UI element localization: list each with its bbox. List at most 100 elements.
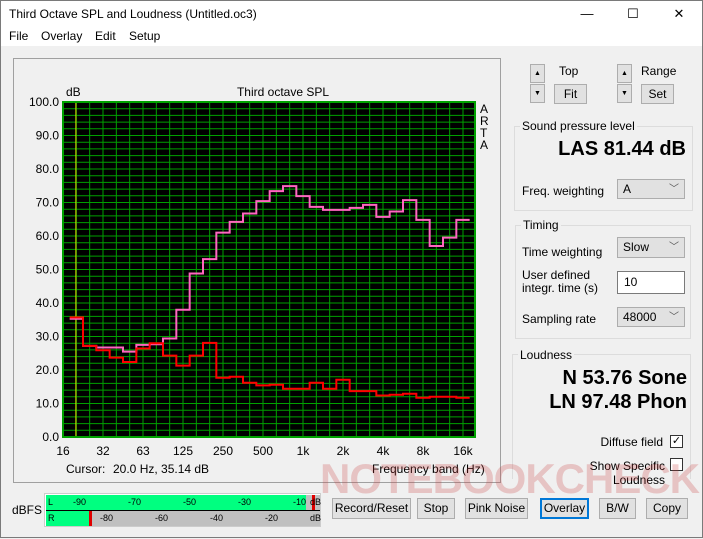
dbfs-label: dBFS [12, 503, 43, 517]
y-tick-label: 20.0 [36, 363, 60, 377]
meter-divider [46, 510, 320, 511]
copy-button[interactable]: Copy [646, 498, 688, 519]
x-tick-label: 1k [297, 444, 311, 458]
time-weighting-value: Slow [623, 240, 650, 254]
series-line-0 [69, 185, 470, 353]
diffuse-field-checkbox[interactable]: ✓ [670, 435, 683, 448]
x-tick-label: 4k [377, 444, 391, 458]
pink-noise-button[interactable]: Pink Noise [465, 498, 528, 519]
cursor-label: Cursor: [66, 462, 106, 476]
close-button[interactable]: ✕ [673, 6, 685, 21]
y-tick-label: 10.0 [36, 397, 60, 411]
meter-unit: dB [310, 513, 322, 523]
loudness-n-value: N 53.76 Sone [562, 367, 687, 389]
range-down-spinner[interactable]: ▼ [617, 84, 632, 103]
y-tick-label: 90.0 [36, 129, 60, 143]
title-bar: Third Octave SPL and Loudness (Untitled.… [1, 1, 702, 26]
sampling-rate-label: Sampling rate [522, 312, 597, 326]
menu-file[interactable]: File [9, 29, 29, 43]
meter-left-channel: L dB -90 -70 -50 -30 -10 [46, 495, 322, 510]
y-tick-label: 70.0 [36, 196, 60, 210]
menu-edit[interactable]: Edit [95, 29, 116, 43]
time-weighting-select[interactable]: Slow ﹀ [617, 237, 685, 258]
time-weighting-label: Time weighting [522, 245, 603, 259]
x-tick-label: 8k [417, 444, 431, 458]
menu-setup[interactable]: Setup [129, 29, 161, 43]
freq-weighting-select[interactable]: A ﹀ [617, 179, 685, 199]
x-tick-label: 16k [453, 444, 473, 458]
show-specific-loudness-checkbox[interactable] [670, 458, 683, 471]
meter-tick: -80 [100, 513, 114, 523]
timing-group [515, 225, 691, 339]
menu-overlay[interactable]: Overlay [41, 29, 83, 43]
loudness-group [512, 354, 691, 479]
y-tick-label: 40.0 [36, 296, 60, 310]
meter-tick: -60 [155, 513, 169, 523]
x-tick-label: 63 [136, 444, 150, 458]
meter-tick: -40 [210, 513, 224, 523]
chart-title: Third octave SPL [236, 85, 330, 99]
meter-tick: -50 [183, 497, 197, 507]
y-tick-label: 80.0 [36, 162, 60, 176]
meter-left-peak [311, 495, 315, 510]
meter-left-label: L [48, 497, 54, 507]
integr-time-input[interactable]: 10 [617, 271, 685, 294]
meter-right-channel: R dB -80 -60 -40 -20 [46, 511, 322, 526]
spl-group-label: Sound pressure level [520, 119, 637, 133]
x-tick-label: 250 [213, 444, 233, 458]
loudness-ln-value: LN 97.48 Phon [549, 391, 687, 413]
las-value: LAS 81.44 dB [558, 138, 686, 160]
x-tick-label: 16 [56, 444, 70, 458]
minimize-button[interactable]: — [580, 6, 594, 21]
freq-weighting-label: Freq. weighting [522, 184, 605, 198]
cursor-value: 20.0 Hz, 35.14 dB [113, 462, 210, 476]
meter-right-label: R [48, 513, 55, 523]
window-title: Third Octave SPL and Loudness (Untitled.… [9, 7, 257, 21]
overlay-button[interactable]: Overlay [540, 498, 589, 519]
sampling-rate-value: 48000 [623, 310, 657, 324]
set-button[interactable]: Set [641, 84, 674, 104]
x-tick-label: 32 [96, 444, 110, 458]
range-label: Range [641, 64, 677, 78]
diffuse-field-label: Diffuse field [600, 435, 663, 449]
bw-button[interactable]: B/W [599, 498, 636, 519]
arta-logo: ARTA [480, 102, 489, 152]
chevron-down-icon: ﹀ [669, 184, 679, 195]
level-meter: L dB -90 -70 -50 -30 -10 R dB -80 -60 -4… [44, 493, 321, 527]
meter-left-fill [46, 495, 307, 510]
y-tick-label: 60.0 [36, 229, 60, 243]
menu-bar: File Overlay Edit Setup [1, 26, 702, 46]
top-label: Top [559, 64, 579, 78]
meter-unit: dB [310, 497, 322, 507]
show-specific-loudness-label: Show Specific Loudness [589, 459, 665, 487]
record-reset-button[interactable]: Record/Reset [332, 498, 411, 519]
freq-weighting-value: A [623, 182, 632, 196]
top-up-spinner[interactable]: ▲ [530, 64, 545, 83]
meter-tick: -20 [265, 513, 279, 523]
meter-tick: -10 [293, 497, 307, 507]
meter-tick: -90 [73, 497, 87, 507]
chevron-down-icon: ﹀ [669, 312, 679, 323]
stop-button[interactable]: Stop [417, 498, 455, 519]
fit-button[interactable]: Fit [554, 84, 587, 104]
range-up-spinner[interactable]: ▲ [617, 64, 632, 83]
timing-group-label: Timing [521, 218, 561, 232]
loudness-group-label: Loudness [518, 348, 575, 362]
x-tick-label: 125 [173, 444, 193, 458]
maximize-button[interactable]: ☐ [627, 6, 639, 21]
y-tick-label: 50.0 [36, 263, 60, 277]
top-down-spinner[interactable]: ▼ [530, 84, 545, 103]
x-axis-label: Frequency band (Hz) [372, 462, 485, 476]
y-tick-label: 0.0 [42, 430, 59, 444]
meter-tick: -70 [128, 497, 142, 507]
integr-label-line1: User defined [522, 268, 591, 282]
series-line-1 [69, 316, 470, 399]
meter-right-fill [46, 511, 89, 526]
x-tick-label: 500 [253, 444, 273, 458]
integr-label-line2: integr. time (s) [522, 281, 599, 295]
sampling-rate-select[interactable]: 48000 ﹀ [617, 307, 685, 327]
y-tick-label: 100.0 [29, 95, 59, 109]
x-tick-label: 2k [337, 444, 351, 458]
